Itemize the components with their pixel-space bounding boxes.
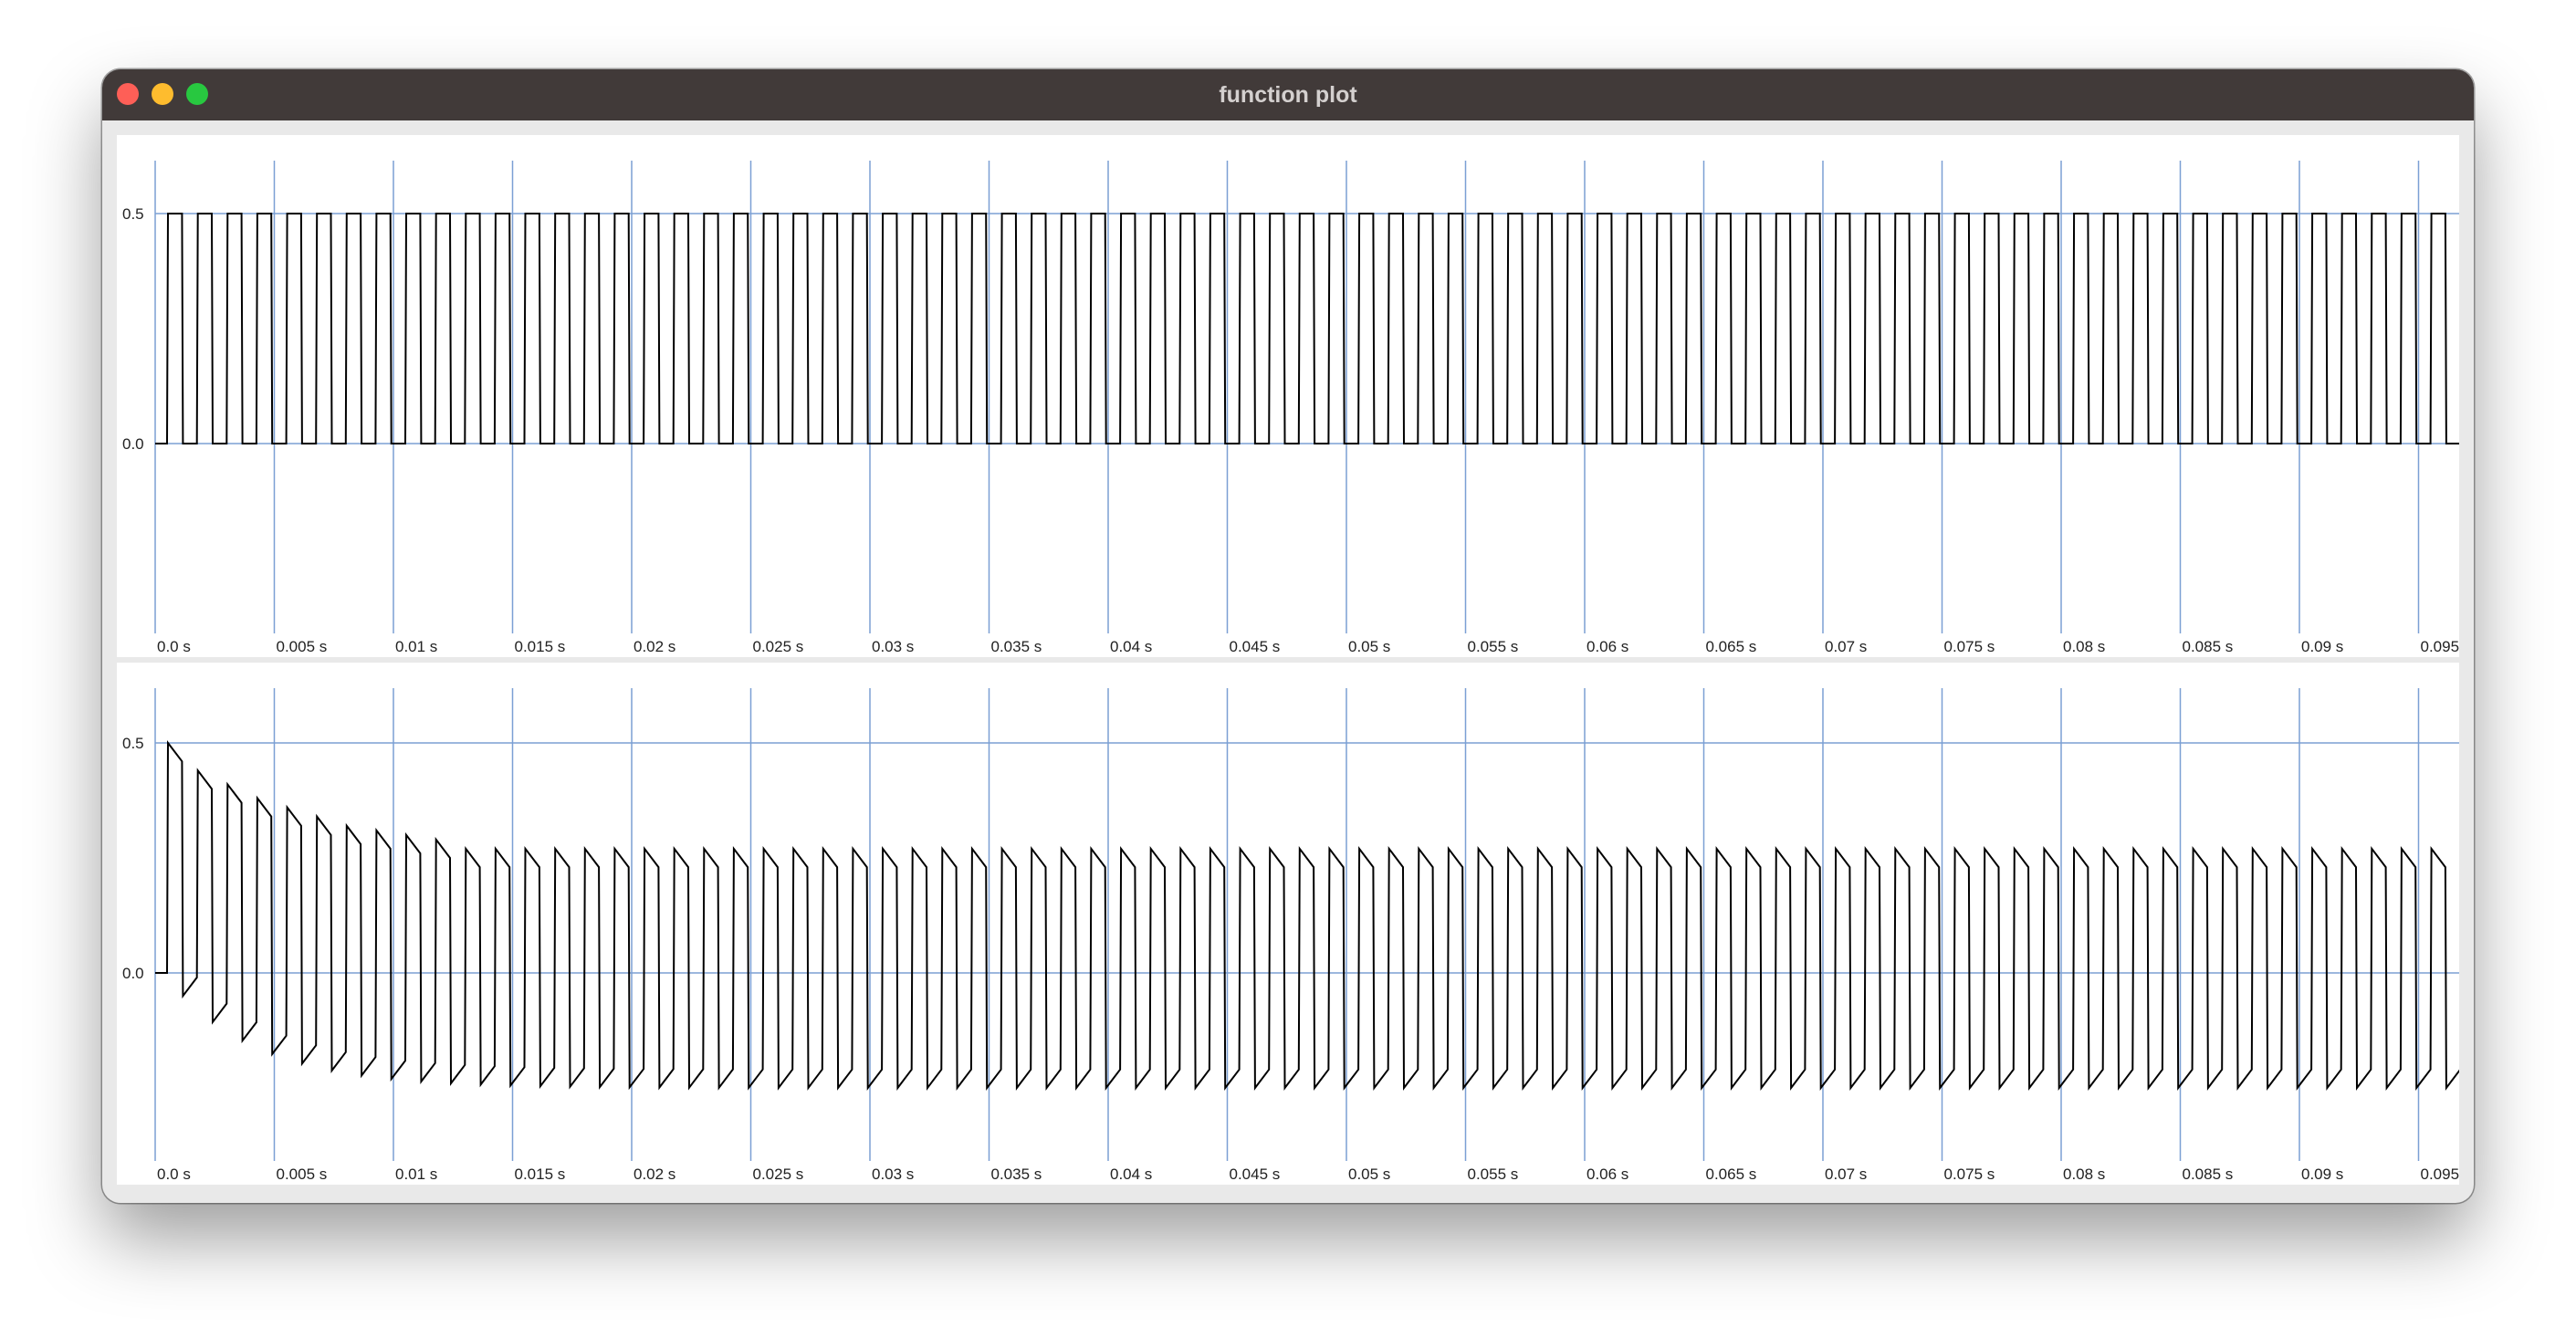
zoom-button[interactable] <box>186 83 208 105</box>
x-tick-label: 0.045 s <box>1230 1166 1281 1183</box>
y-tick-label: 0.5 <box>122 735 144 752</box>
x-tick-label: 0.05 s <box>1348 1166 1390 1183</box>
y-tick-label: 0.0 <box>122 435 144 453</box>
x-tick-label: 0.0 s <box>157 638 191 655</box>
top-plot-panel: 0.0 s 0.005 s 0.01 s 0.015 s 0.02 s 0.025 s 0.… <box>117 135 2459 657</box>
x-tick-label: 0.08 s <box>2063 1166 2105 1183</box>
y-tick-label: 0.5 <box>122 205 144 223</box>
x-tick-label: 0.02 s <box>634 638 675 655</box>
x-tick-label: 0.01 s <box>395 1166 437 1183</box>
close-button[interactable] <box>117 83 139 105</box>
x-tick-label: 0.07 s <box>1825 1166 1867 1183</box>
x-tick-label: 0.09 s <box>2301 638 2343 655</box>
x-tick-label: 0.085 s <box>2183 638 2234 655</box>
bottom-plot: 0.0 s 0.005 s 0.01 s 0.015 s 0.02 s 0.025 s 0.… <box>122 688 2460 1183</box>
x-tick-label: 0.0 s <box>157 1166 191 1183</box>
x-tick-label: 0.095 s <box>2421 638 2460 655</box>
bottom-plot-panel: 0.0 s 0.005 s 0.01 s 0.015 s 0.02 s 0.025 s 0.… <box>117 663 2459 1185</box>
x-tick-label: 0.04 s <box>1110 1166 1152 1183</box>
x-tick-label: 0.08 s <box>2063 638 2105 655</box>
x-tick-label: 0.06 s <box>1586 638 1628 655</box>
x-tick-label: 0.05 s <box>1348 638 1390 655</box>
x-tick-label: 0.025 s <box>753 1166 804 1183</box>
x-tick-label: 0.065 s <box>1706 638 1757 655</box>
x-tick-label: 0.01 s <box>395 638 437 655</box>
x-tick-label: 0.03 s <box>872 1166 914 1183</box>
x-tick-label: 0.045 s <box>1230 638 1281 655</box>
signal-trace <box>155 213 2459 444</box>
x-tick-label: 0.055 s <box>1468 638 1519 655</box>
x-tick-label: 0.02 s <box>634 1166 675 1183</box>
x-tick-label: 0.075 s <box>1944 1166 1995 1183</box>
x-tick-label: 0.04 s <box>1110 638 1152 655</box>
x-tick-label: 0.035 s <box>991 638 1042 655</box>
x-tick-label: 0.005 s <box>277 638 328 655</box>
title-bar[interactable]: function plot <box>102 69 2474 120</box>
x-tick-label: 0.075 s <box>1944 638 1995 655</box>
minimize-button[interactable] <box>152 83 173 105</box>
grid-lines <box>154 688 2459 1161</box>
x-tick-label: 0.005 s <box>277 1166 328 1183</box>
x-tick-label: 0.035 s <box>991 1166 1042 1183</box>
x-tick-label: 0.025 s <box>753 638 804 655</box>
x-tick-label: 0.055 s <box>1468 1166 1519 1183</box>
x-tick-label: 0.065 s <box>1706 1166 1757 1183</box>
x-tick-label: 0.095 s <box>2421 1166 2460 1183</box>
x-tick-label: 0.015 s <box>515 1166 566 1183</box>
grid-lines <box>154 161 2459 633</box>
x-tick-label: 0.085 s <box>2183 1166 2234 1183</box>
window-title: function plot <box>1219 82 1357 108</box>
x-tick-label: 0.06 s <box>1586 1166 1628 1183</box>
signal-trace <box>155 740 2459 1091</box>
y-tick-label: 0.0 <box>122 965 144 982</box>
x-tick-label: 0.03 s <box>872 638 914 655</box>
x-tick-label: 0.07 s <box>1825 638 1867 655</box>
x-tick-label: 0.09 s <box>2301 1166 2343 1183</box>
top-plot: 0.0 s 0.005 s 0.01 s 0.015 s 0.02 s 0.025 s 0.… <box>122 161 2460 655</box>
x-tick-label: 0.015 s <box>515 638 566 655</box>
